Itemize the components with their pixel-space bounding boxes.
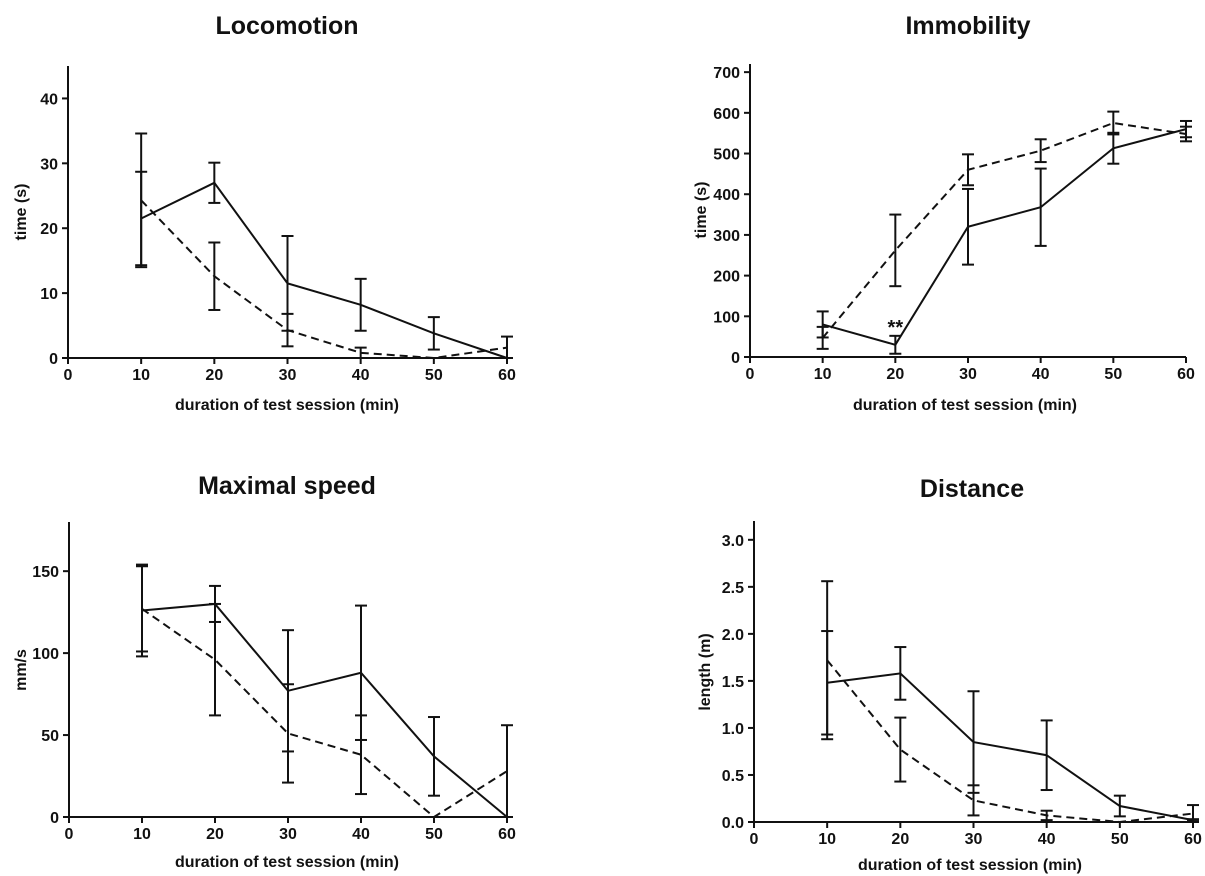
y-tick-label: 30 bbox=[40, 156, 58, 173]
x-tick-label: 30 bbox=[965, 831, 983, 848]
y-tick-label: 0 bbox=[731, 350, 740, 367]
y-tick-label: 0.0 bbox=[722, 815, 744, 832]
series-line-solid bbox=[827, 672, 1194, 822]
series-line-dashed bbox=[140, 199, 508, 360]
y-tick-label: 2.5 bbox=[722, 580, 744, 597]
x-tick-label: 30 bbox=[959, 366, 977, 383]
x-tick-label: 30 bbox=[279, 826, 297, 843]
x-axis-label: duration of test session (min) bbox=[858, 857, 1082, 874]
y-axis-label: length (m) bbox=[697, 633, 714, 710]
x-tick-label: 10 bbox=[132, 367, 150, 384]
x-tick-label: 40 bbox=[1032, 366, 1050, 383]
series-line-solid bbox=[140, 181, 508, 359]
x-tick-label: 50 bbox=[425, 367, 443, 384]
y-tick-label: 150 bbox=[32, 564, 59, 581]
y-tick-label: 20 bbox=[40, 221, 58, 238]
y-tick-label: 1.5 bbox=[722, 674, 744, 691]
y-tick-label: 500 bbox=[713, 147, 740, 164]
series-line-dashed bbox=[821, 121, 1187, 339]
x-tick-label: 20 bbox=[891, 831, 909, 848]
panel-locomotion: Locomotion duration of test session (min… bbox=[13, 12, 516, 414]
x-tick-label: 50 bbox=[1111, 831, 1129, 848]
panel-maximal-speed: Maximal speed duration of test session (… bbox=[13, 472, 516, 871]
y-tick-label: 0 bbox=[49, 351, 58, 368]
y-tick-label: 100 bbox=[713, 309, 740, 326]
x-tick-label: 60 bbox=[498, 826, 516, 843]
x-tick-label: 40 bbox=[352, 367, 370, 384]
chart-title: Immobility bbox=[905, 12, 1030, 40]
x-tick-label: 40 bbox=[1038, 831, 1056, 848]
y-tick-label: 300 bbox=[713, 228, 740, 245]
y-tick-label: 200 bbox=[713, 269, 740, 286]
y-tick-label: 0.5 bbox=[722, 768, 744, 785]
y-axis-label: time (s) bbox=[693, 182, 710, 239]
x-tick-label: 20 bbox=[205, 367, 223, 384]
y-tick-label: 10 bbox=[40, 286, 58, 303]
y-tick-label: 40 bbox=[40, 91, 58, 108]
series-line-solid bbox=[822, 128, 1187, 346]
x-tick-label: 60 bbox=[1184, 831, 1202, 848]
series-line-dashed bbox=[826, 659, 1194, 824]
x-tick-label: 20 bbox=[206, 826, 224, 843]
x-tick-label: 20 bbox=[886, 366, 904, 383]
x-tick-label: 10 bbox=[818, 831, 836, 848]
x-tick-label: 40 bbox=[352, 826, 370, 843]
x-tick-label: 50 bbox=[1104, 366, 1122, 383]
significance-marker: ** bbox=[888, 317, 904, 339]
chart-title: Distance bbox=[920, 475, 1024, 503]
x-tick-label: 0 bbox=[746, 366, 755, 383]
panel-immobility: Immobility duration of test session (min… bbox=[693, 12, 1195, 414]
y-tick-label: 100 bbox=[32, 646, 59, 663]
panel-distance: Distance duration of test session (min) … bbox=[697, 475, 1202, 874]
chart-title: Locomotion bbox=[215, 12, 358, 40]
y-tick-label: 600 bbox=[713, 106, 740, 123]
x-tick-label: 10 bbox=[814, 366, 832, 383]
x-tick-label: 10 bbox=[133, 826, 151, 843]
y-tick-label: 400 bbox=[713, 187, 740, 204]
y-tick-label: 0 bbox=[50, 810, 59, 827]
x-axis-label: duration of test session (min) bbox=[175, 397, 399, 414]
x-tick-label: 60 bbox=[498, 367, 516, 384]
y-tick-label: 2.0 bbox=[722, 627, 744, 644]
series-line-dashed bbox=[141, 608, 508, 819]
x-axis-label: duration of test session (min) bbox=[175, 854, 399, 871]
x-tick-label: 0 bbox=[65, 826, 74, 843]
x-tick-label: 0 bbox=[750, 831, 759, 848]
y-tick-label: 3.0 bbox=[722, 533, 744, 550]
y-tick-label: 700 bbox=[713, 65, 740, 82]
y-tick-label: 50 bbox=[41, 728, 59, 745]
x-tick-label: 30 bbox=[279, 367, 297, 384]
y-axis-label: mm/s bbox=[13, 649, 30, 691]
y-axis-label: time (s) bbox=[13, 184, 30, 241]
y-tick-label: 1.0 bbox=[722, 721, 744, 738]
x-tick-label: 60 bbox=[1177, 366, 1195, 383]
x-tick-label: 50 bbox=[425, 826, 443, 843]
x-tick-label: 0 bbox=[64, 367, 73, 384]
chart-title: Maximal speed bbox=[198, 472, 376, 500]
x-axis-label: duration of test session (min) bbox=[853, 397, 1077, 414]
series-line-solid bbox=[141, 602, 508, 818]
